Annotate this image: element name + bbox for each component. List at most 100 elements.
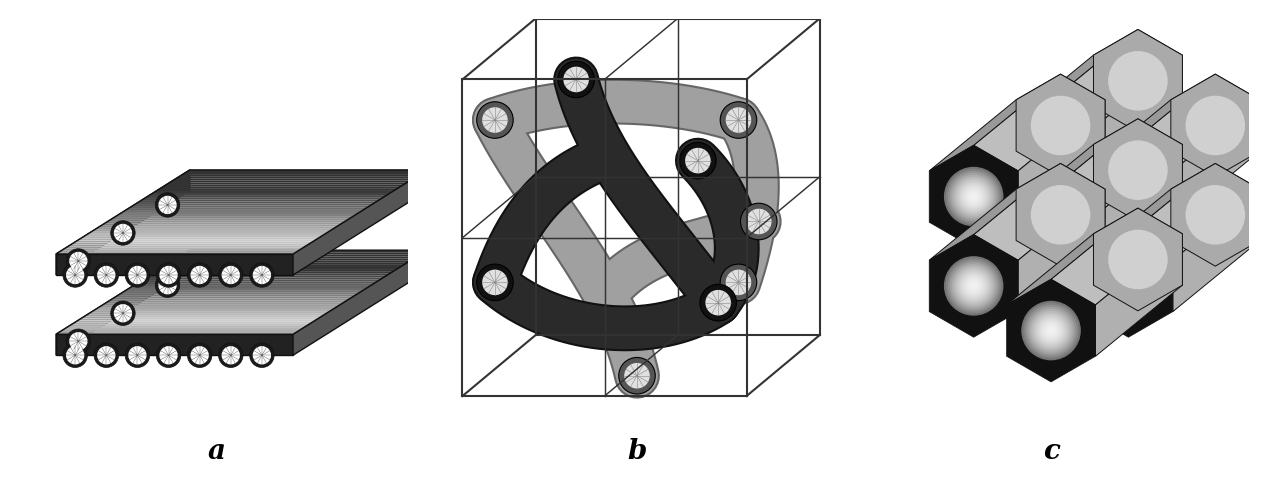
- Circle shape: [1037, 228, 1065, 256]
- Circle shape: [191, 266, 209, 285]
- Polygon shape: [1129, 164, 1260, 261]
- Circle shape: [1027, 218, 1075, 265]
- Circle shape: [1112, 182, 1144, 213]
- Circle shape: [1033, 313, 1069, 349]
- Circle shape: [1047, 327, 1055, 335]
- Circle shape: [962, 185, 986, 209]
- Polygon shape: [183, 253, 423, 255]
- Polygon shape: [130, 286, 369, 288]
- Polygon shape: [1051, 30, 1182, 127]
- Circle shape: [954, 266, 994, 306]
- Circle shape: [69, 252, 88, 271]
- Circle shape: [1036, 137, 1066, 168]
- Circle shape: [1105, 173, 1152, 221]
- Polygon shape: [147, 196, 387, 198]
- Polygon shape: [103, 303, 343, 305]
- Circle shape: [476, 102, 513, 139]
- Polygon shape: [89, 311, 330, 314]
- Polygon shape: [110, 299, 350, 301]
- Polygon shape: [122, 210, 363, 212]
- Polygon shape: [153, 272, 394, 274]
- Polygon shape: [93, 309, 334, 311]
- Polygon shape: [132, 284, 373, 286]
- Polygon shape: [113, 297, 353, 299]
- Circle shape: [726, 270, 752, 296]
- Polygon shape: [929, 235, 1018, 338]
- Polygon shape: [169, 181, 410, 183]
- Circle shape: [1031, 222, 1071, 262]
- Circle shape: [1111, 179, 1147, 215]
- Circle shape: [66, 249, 90, 274]
- Circle shape: [62, 263, 88, 287]
- Polygon shape: [62, 328, 303, 330]
- Polygon shape: [132, 204, 373, 206]
- Circle shape: [1037, 317, 1065, 345]
- Circle shape: [222, 266, 240, 285]
- Polygon shape: [929, 75, 1060, 172]
- Polygon shape: [76, 320, 316, 322]
- Circle shape: [1108, 52, 1168, 111]
- Circle shape: [1112, 270, 1144, 302]
- Circle shape: [1126, 195, 1130, 199]
- Circle shape: [1049, 329, 1054, 333]
- Circle shape: [1031, 185, 1091, 245]
- Polygon shape: [159, 267, 400, 269]
- Polygon shape: [126, 288, 367, 290]
- Polygon shape: [173, 259, 413, 261]
- Polygon shape: [1017, 75, 1105, 178]
- Polygon shape: [159, 187, 400, 189]
- Circle shape: [187, 263, 211, 287]
- Circle shape: [97, 346, 116, 365]
- Circle shape: [129, 266, 147, 285]
- Circle shape: [1033, 135, 1069, 170]
- Polygon shape: [147, 276, 387, 278]
- Circle shape: [1115, 183, 1143, 211]
- Circle shape: [952, 264, 995, 308]
- Circle shape: [966, 189, 982, 205]
- Polygon shape: [79, 238, 320, 240]
- Polygon shape: [83, 316, 324, 318]
- Polygon shape: [1093, 120, 1182, 222]
- Polygon shape: [1006, 120, 1138, 216]
- Polygon shape: [1171, 75, 1260, 178]
- Circle shape: [94, 344, 118, 368]
- Circle shape: [1040, 230, 1063, 254]
- Circle shape: [1023, 125, 1079, 181]
- Circle shape: [1047, 238, 1055, 246]
- Polygon shape: [140, 200, 380, 202]
- Circle shape: [958, 270, 990, 302]
- Polygon shape: [1084, 75, 1215, 172]
- Polygon shape: [1006, 280, 1096, 382]
- Circle shape: [1036, 315, 1066, 347]
- Circle shape: [1101, 169, 1157, 225]
- Polygon shape: [157, 269, 396, 272]
- Circle shape: [720, 264, 757, 301]
- Polygon shape: [83, 236, 324, 238]
- Circle shape: [1102, 261, 1154, 312]
- Circle shape: [250, 263, 274, 287]
- Circle shape: [111, 302, 135, 326]
- Circle shape: [740, 204, 777, 240]
- Polygon shape: [1018, 101, 1105, 223]
- Circle shape: [1105, 263, 1152, 310]
- Polygon shape: [157, 189, 396, 191]
- Polygon shape: [66, 326, 307, 328]
- Circle shape: [157, 263, 181, 287]
- Text: b: b: [627, 437, 647, 464]
- Circle shape: [66, 329, 90, 354]
- Circle shape: [1126, 285, 1130, 288]
- Polygon shape: [1096, 234, 1182, 357]
- Polygon shape: [1018, 190, 1105, 312]
- Circle shape: [1043, 323, 1059, 339]
- Circle shape: [1125, 193, 1133, 201]
- Circle shape: [129, 346, 147, 365]
- Circle shape: [222, 346, 240, 365]
- Polygon shape: [87, 233, 326, 236]
- Circle shape: [970, 193, 977, 201]
- Circle shape: [1116, 185, 1140, 209]
- Circle shape: [1036, 226, 1066, 258]
- Polygon shape: [143, 198, 383, 200]
- Circle shape: [1122, 191, 1134, 203]
- Circle shape: [1098, 167, 1158, 227]
- Polygon shape: [136, 282, 377, 284]
